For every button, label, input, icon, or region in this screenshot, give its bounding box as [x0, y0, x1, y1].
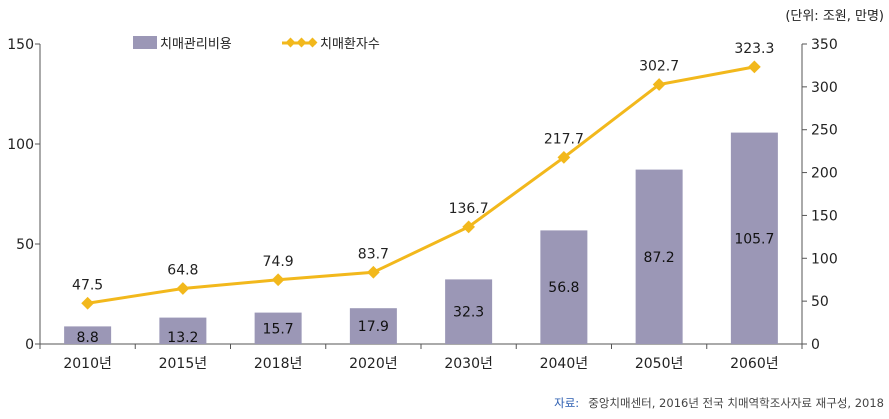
line-value-label: 217.7	[544, 131, 584, 147]
line-point	[367, 265, 380, 279]
x-tick-label: 2050년	[635, 356, 684, 372]
line-value-label: 323.3	[734, 41, 774, 57]
bar-value-label: 13.2	[167, 330, 198, 346]
data-labels: 8.8 13.2 15.7 17.9 32.3 56.8 87.2 105.7 47.5 64.8…	[72, 41, 774, 346]
line-value-label: 47.5	[72, 277, 103, 293]
y-right-tick-label: 250	[811, 123, 838, 139]
line-value-label: 74.9	[263, 254, 294, 270]
y-right-tick-label: 100	[811, 251, 838, 267]
line-point	[271, 273, 285, 287]
source-text-line: 자료: 중앙치매센터, 2016년 전국 치매역학조사자료 재구성, 2018	[554, 392, 884, 411]
line-point	[462, 220, 475, 234]
source-label: 자료:	[554, 396, 579, 410]
x-tick-label: 2015년	[159, 356, 208, 372]
x-tick-label: 2040년	[540, 356, 589, 372]
axes: 0 50 100 150 0 50 100 150 200 250 300 350 2010년 2015년…	[7, 37, 837, 372]
y-right-tick-label: 50	[811, 294, 829, 310]
x-tick-label: 2030년	[444, 356, 493, 372]
bar	[445, 279, 493, 344]
legend-line-marker-1	[285, 37, 296, 48]
bar	[254, 312, 302, 344]
bar	[730, 132, 778, 344]
y-left-tick-label: 100	[7, 137, 34, 153]
bar	[540, 230, 588, 344]
legend-line-marker-3	[307, 37, 318, 48]
line-value-label: 83.7	[358, 246, 389, 262]
line-value-label: 136.7	[449, 201, 489, 217]
legend-bar-swatch	[133, 36, 157, 49]
y-right-tick-label: 350	[811, 37, 838, 53]
y-left-tick-label: 0	[25, 337, 34, 353]
line-value-label: 302.7	[639, 59, 679, 75]
unit-note: (단위: 조원, 만명)	[785, 9, 884, 24]
legend-line-label: 치매환자수	[320, 37, 380, 52]
bar-value-label: 56.8	[548, 280, 579, 296]
x-tick-label: 2010년	[63, 356, 112, 372]
bar-value-label: 17.9	[358, 319, 389, 335]
bar-value-label: 8.8	[76, 330, 98, 346]
line-path	[87, 65, 755, 305]
line-point	[176, 282, 190, 295]
legend-bar-label: 치매관리비용	[160, 37, 232, 52]
y-left-tick-label: 150	[7, 37, 34, 53]
x-tick-label: 2060년	[730, 356, 779, 372]
y-right-tick-label: 300	[811, 80, 838, 96]
legend-line-marker-2	[296, 37, 307, 48]
bar-value-label: 105.7	[734, 231, 774, 247]
line-point	[81, 296, 94, 310]
y-left-tick-label: 50	[16, 237, 34, 253]
bar	[159, 317, 207, 344]
bars	[64, 132, 778, 344]
bar-value-label: 32.3	[453, 305, 484, 321]
bar	[349, 308, 397, 344]
source-note: 자료: 중앙치매센터, 2016년 전국 치매역학조사자료 재구성, 2018	[554, 392, 884, 411]
bar-value-label: 87.2	[644, 250, 675, 266]
source-text: 중앙치매센터, 2016년 전국 치매역학조사자료 재구성, 2018	[588, 396, 884, 410]
x-tick-label: 2020년	[349, 356, 398, 372]
line-value-label: 64.8	[167, 262, 198, 278]
y-right-tick-label: 150	[811, 208, 838, 224]
bar	[635, 169, 683, 344]
x-tick-label: 2018년	[254, 356, 303, 372]
y-right-tick-label: 200	[811, 166, 838, 182]
bar	[64, 326, 112, 344]
line-point	[748, 60, 761, 74]
bar-value-label: 15.7	[263, 321, 294, 337]
legend: 치매관리비용 치매환자수	[133, 36, 380, 52]
y-right-tick-label: 0	[811, 337, 820, 353]
